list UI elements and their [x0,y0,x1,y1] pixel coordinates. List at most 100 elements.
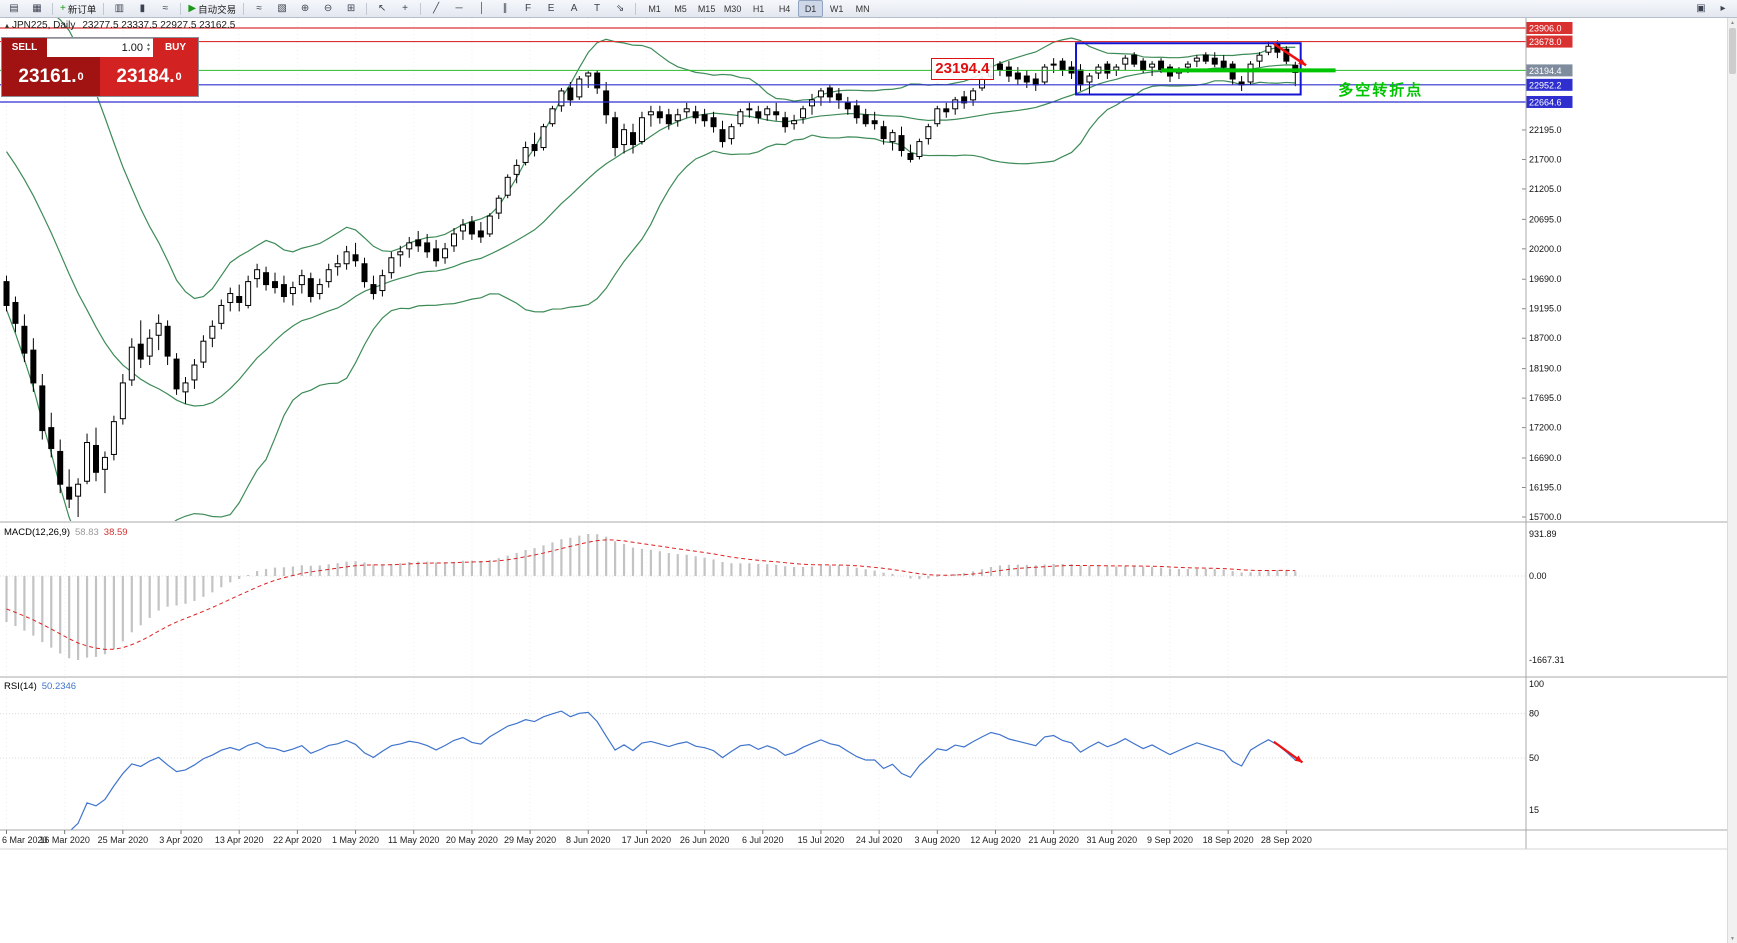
toolbar-separator [52,2,53,15]
ellipse-button[interactable]: E [540,0,562,17]
svg-text:21 Aug 2020: 21 Aug 2020 [1028,835,1079,845]
cursor-button[interactable]: ↖ [371,0,393,17]
svg-text:19195.0: 19195.0 [1529,304,1562,314]
timeframe-d1[interactable]: D1 [798,0,824,17]
horizontal-line-button[interactable]: ─ [448,0,470,17]
timeframe-m1[interactable]: M1 [648,3,661,14]
svg-text:22664.6: 22664.6 [1529,97,1562,107]
candles [3,40,1299,517]
sell-button[interactable]: 23161. 0 [2,57,100,96]
bollinger-bands [5,18,1296,521]
volume-value: 1.00 [121,42,144,54]
timeframe-mn[interactable]: MN [855,3,870,14]
auto-trading-button-label: 自动交易 [198,4,237,16]
sell-price: 23161. [18,65,77,87]
templates-button-icon: ▧ [277,2,287,14]
svg-text:28 Sep 2020: 28 Sep 2020 [1261,835,1312,845]
arrows-button[interactable]: ⇘ [609,0,631,17]
crosshair-button[interactable]: + [394,0,416,17]
timeframe-h4[interactable]: H4 [778,3,791,14]
vertical-line-button[interactable]: │ [471,0,493,17]
buy-price-decimal: 0 [175,70,182,83]
auto-trading-button[interactable]: ▶ 自动交易 [185,0,239,17]
spinner-up-icon[interactable]: ▲ [146,42,151,48]
zoom-in-button-icon: ⊕ [300,2,310,14]
svg-text:6 Mar 2020: 6 Mar 2020 [2,835,48,845]
fibonacci-button[interactable]: F [517,0,539,17]
macd-signal-line [6,539,1296,650]
svg-text:21205.0: 21205.0 [1529,184,1562,194]
chart-shift-button-icon: ▣ [1696,2,1706,14]
timeframe-m5[interactable]: M5 [674,3,687,14]
buy-price: 23184. [116,65,175,87]
svg-text:8 Jun 2020: 8 Jun 2020 [566,835,611,845]
timeframe-w1[interactable]: W1 [829,3,844,14]
vertical-line-button-icon: │ [478,2,486,14]
trendline-button[interactable]: ╱ [425,0,447,17]
svg-text:-1667.31: -1667.31 [1529,655,1565,665]
volume-spinner[interactable]: ▲ ▼ [146,43,151,53]
svg-text:50: 50 [1529,753,1539,763]
auto-scroll-button[interactable]: ▸ [1712,0,1734,17]
svg-text:20 May 2020: 20 May 2020 [446,835,498,845]
timeframe-m15[interactable]: M15 [697,3,716,14]
bar-chart-button[interactable]: ▥ [108,0,130,17]
svg-text:6 Jul 2020: 6 Jul 2020 [742,835,784,845]
zoom-in-button[interactable]: ⊕ [294,0,316,17]
candle-chart-button-icon: ▮ [139,2,146,14]
turning-point-annotation[interactable]: 多空转折点 [1338,81,1424,99]
price-callout-annotation[interactable]: 23194.4 [931,58,994,81]
svg-text:18700.0: 18700.0 [1529,333,1562,343]
templates-button[interactable]: ▧ [271,0,293,17]
chart-profiles-button[interactable]: ▦ [26,0,48,17]
scroll-up-icon[interactable]: ▲ [1730,19,1735,26]
svg-text:3 Aug 2020: 3 Aug 2020 [915,835,961,845]
equidistant-channel-button[interactable]: ∥ [494,0,516,17]
new-order-button[interactable]: + 新订单 [57,0,99,17]
equidistant-channel-button-icon: ∥ [502,2,508,14]
macd-indicator-label: MACD(12,26,9) 58.83 38.59 [4,527,128,538]
svg-text:18190.0: 18190.0 [1529,364,1562,374]
chart-shift-button[interactable]: ▣ [1690,0,1712,17]
buy-tab[interactable]: BUY [153,38,198,57]
new-chart-button[interactable]: ▤ [3,0,25,17]
svg-text:22952.2: 22952.2 [1529,80,1562,90]
svg-text:15: 15 [1529,805,1539,815]
timeframe-buttons: M1 M5 M15 M30 H1 H4 D1 W1 MN [642,0,875,17]
svg-text:21700.0: 21700.0 [1529,154,1562,164]
text-label-button-icon: T [594,2,601,14]
indicators-button[interactable]: ≈ [248,0,270,17]
svg-text:23194.4: 23194.4 [1529,66,1562,76]
timeframe-m30[interactable]: M30 [723,3,742,14]
toolbar-separator [420,2,422,15]
chart-symbol-period: JPN225, Daily [12,20,76,31]
sell-tab[interactable]: SELL [2,38,47,57]
volume-input[interactable]: 1.00 ▲ ▼ [47,38,153,57]
bar-chart-button-icon: ▥ [114,2,125,14]
svg-text:17695.0: 17695.0 [1529,393,1562,403]
spinner-down-icon[interactable]: ▼ [146,47,151,53]
grid-lines [6,18,1287,830]
text-label-button[interactable]: T [586,0,608,17]
candle-chart-button[interactable]: ▮ [131,0,153,17]
zoom-out-button[interactable]: ⊖ [317,0,339,17]
svg-text:17200.0: 17200.0 [1529,423,1562,433]
svg-text:25 Mar 2020: 25 Mar 2020 [98,835,149,845]
scroll-down-icon[interactable]: ▼ [1730,935,1735,942]
line-chart-button[interactable]: ≈ [154,0,176,17]
ellipse-button-icon: E [547,2,555,14]
text-button-icon: A [570,2,578,14]
svg-text:23678.0: 23678.0 [1529,37,1562,47]
svg-text:22195.0: 22195.0 [1529,125,1562,135]
tile-windows-button[interactable]: ⊞ [340,0,362,17]
text-button[interactable]: A [563,0,585,17]
buy-button[interactable]: 23184. 0 [100,57,198,96]
svg-text:931.89: 931.89 [1529,529,1557,539]
macd-signal-value: 38.59 [103,527,128,538]
scrollbar-thumb[interactable] [1729,28,1736,74]
timeframe-h1[interactable]: H1 [752,3,765,14]
horizontal-line-button-icon: ─ [455,2,463,14]
vertical-scrollbar[interactable]: ▲ ▼ [1727,18,1737,943]
